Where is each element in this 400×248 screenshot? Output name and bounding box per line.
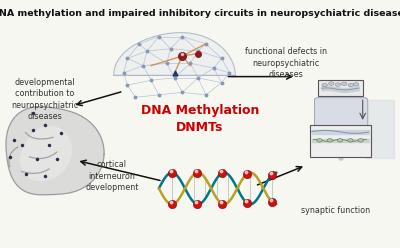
Circle shape bbox=[335, 83, 341, 86]
Text: developmental
contribution to
neuropsychiatric
diseases: developmental contribution to neuropsych… bbox=[12, 78, 79, 121]
Circle shape bbox=[337, 139, 343, 142]
Circle shape bbox=[328, 82, 334, 85]
Text: synaptic function: synaptic function bbox=[301, 206, 370, 215]
Polygon shape bbox=[21, 126, 71, 181]
Circle shape bbox=[322, 83, 328, 87]
Text: DNA Methylation
DNMTs: DNA Methylation DNMTs bbox=[141, 104, 259, 134]
Text: functional defects in
neuropsychiatric
diseases: functional defects in neuropsychiatric d… bbox=[245, 47, 327, 79]
Text: DNA methylation and impaired inhibitory circuits in neuropsychiatric diseases: DNA methylation and impaired inhibitory … bbox=[0, 8, 400, 18]
Circle shape bbox=[348, 139, 353, 142]
FancyBboxPatch shape bbox=[314, 98, 368, 128]
Polygon shape bbox=[6, 107, 104, 195]
Circle shape bbox=[342, 82, 347, 86]
Bar bbox=[318, 80, 363, 96]
Circle shape bbox=[317, 139, 322, 142]
Circle shape bbox=[358, 139, 364, 142]
Circle shape bbox=[327, 139, 332, 142]
Bar bbox=[310, 125, 370, 157]
Circle shape bbox=[348, 83, 354, 87]
Text: cortical
interneuron
development: cortical interneuron development bbox=[85, 160, 138, 192]
Polygon shape bbox=[114, 33, 235, 75]
Circle shape bbox=[353, 83, 359, 86]
Polygon shape bbox=[327, 127, 352, 143]
